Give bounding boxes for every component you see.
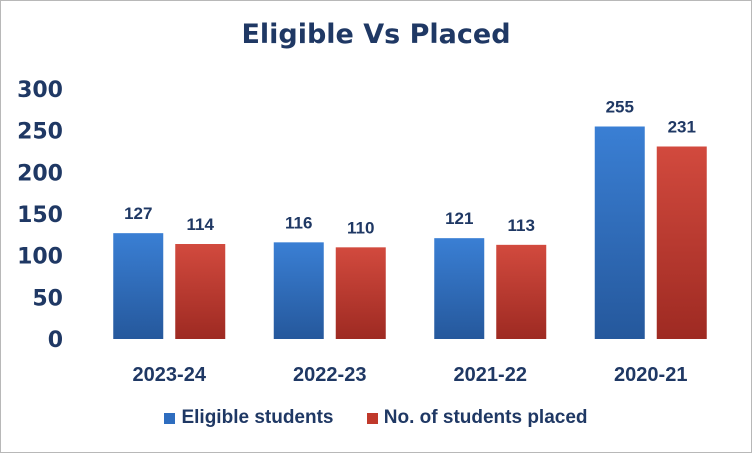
bar-eligible [273,242,324,339]
data-label: 110 [347,218,374,237]
y-tick-label: 100 [17,245,63,270]
y-tick-label: 150 [17,203,63,228]
x-tick-label: 2021-22 [454,364,527,386]
bar-placed [656,146,707,339]
legend-label-eligible: Eligible students [181,407,334,428]
data-label: 114 [187,215,215,234]
x-tick-label: 2020-21 [614,364,687,386]
bar-placed [496,244,547,339]
legend-swatch-placed [366,412,378,424]
y-tick-label: 0 [48,328,63,353]
data-label: 113 [508,216,535,235]
chart-plot: 0 50 100 150 200 250 300 127 114 2023-24 116 110 202… [17,78,707,386]
data-label: 127 [124,204,152,223]
y-tick-label: 50 [32,286,63,311]
legend-swatch-eligible [164,412,176,424]
x-tick-label: 2023-24 [133,364,207,386]
y-tick-label: 250 [17,120,63,145]
bar-placed [175,244,226,339]
legend-item-placed: No. of students placed [366,407,588,429]
chart-title: Eligible Vs Placed [241,19,511,50]
bar-eligible [113,233,164,339]
legend-label-placed: No. of students placed [383,407,588,428]
data-label: 116 [285,213,312,232]
y-tick-label: 200 [17,161,63,186]
bar-eligible [434,238,485,339]
chart-legend: Eligible students No. of students placed [1,407,751,430]
legend-item-eligible: Eligible students [164,407,334,429]
y-tick-label: 300 [17,78,63,103]
data-label: 231 [668,118,696,137]
data-label: 255 [606,98,634,117]
bar-eligible [594,126,645,339]
x-tick-label: 2022-23 [293,364,366,386]
data-label: 121 [445,209,473,228]
bar-placed [335,247,386,339]
